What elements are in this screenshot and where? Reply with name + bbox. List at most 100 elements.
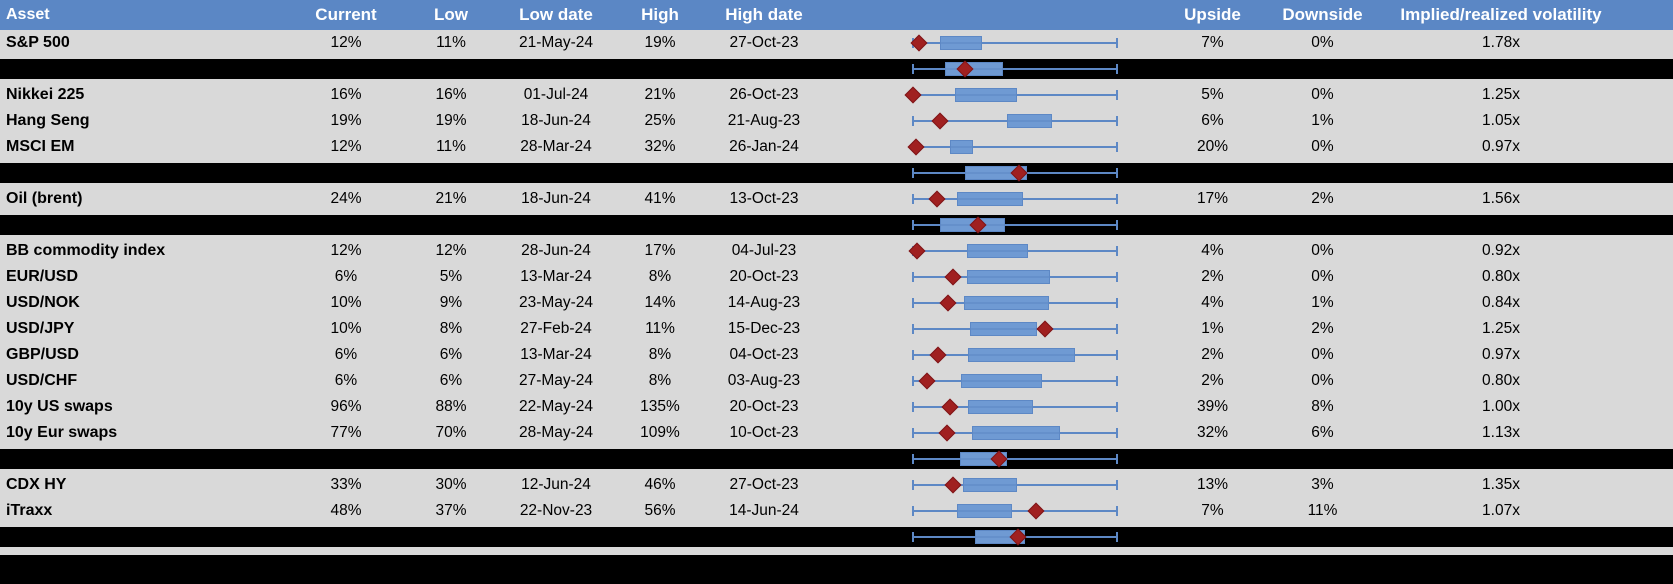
range-boxplot xyxy=(820,290,1155,316)
implied-realized-value: 1.07x xyxy=(1482,502,1520,519)
low-value: 88% xyxy=(435,398,467,415)
asset-name: EUR/USD xyxy=(6,268,79,285)
whisker-cap-right xyxy=(1116,272,1118,282)
table-row: 10y US swaps 96% 88% 22-May-24 135% 20-O… xyxy=(0,394,1673,420)
range-plot-area xyxy=(912,186,1118,212)
range-plot-area xyxy=(912,527,1118,547)
range-box xyxy=(945,62,1003,76)
range-boxplot xyxy=(820,163,1155,183)
whisker-cap-right xyxy=(1116,142,1118,152)
whisker-cap-right xyxy=(1116,64,1118,74)
range-box xyxy=(939,36,983,50)
whisker-cap-right xyxy=(1116,38,1118,48)
high-date-value: 21-Aug-23 xyxy=(727,112,801,129)
range-boxplot xyxy=(820,498,1155,524)
current-value: 12% xyxy=(330,138,362,155)
whisker-cap-right xyxy=(1116,402,1118,412)
downside-value: 0% xyxy=(1311,138,1334,155)
summary-row xyxy=(0,160,1673,186)
low-date-value: 28-Mar-24 xyxy=(520,138,592,155)
range-box xyxy=(960,374,1042,388)
range-boxplot xyxy=(820,527,1155,547)
range-box xyxy=(971,426,1061,440)
whisker-cap-right xyxy=(1116,506,1118,516)
range-plot-area xyxy=(904,82,1118,108)
whisker-cap-left xyxy=(912,220,914,230)
upside-value: 7% xyxy=(1201,34,1224,51)
high-value: 8% xyxy=(648,346,672,363)
whisker-cap-right xyxy=(1116,428,1118,438)
implied-realized-value: 1.25x xyxy=(1482,86,1520,103)
current-diamond-marker xyxy=(944,268,962,286)
low-date-value: 27-May-24 xyxy=(518,372,594,389)
high-date-value: 13-Oct-23 xyxy=(729,190,799,207)
current-value: 12% xyxy=(330,242,362,259)
low-date-value: 22-May-24 xyxy=(518,398,594,415)
current-diamond-marker xyxy=(1027,502,1045,520)
whisker-cap-left xyxy=(912,64,914,74)
high-value: 8% xyxy=(648,372,672,389)
low-value: 8% xyxy=(439,320,463,337)
downside-value: 6% xyxy=(1311,424,1334,441)
downside-value: 0% xyxy=(1311,242,1334,259)
whisker-cap-right xyxy=(1116,454,1118,464)
asset-name: GBP/USD xyxy=(6,346,79,363)
whisker-line xyxy=(913,68,1117,70)
high-value: 41% xyxy=(644,190,676,207)
upside-value: 1% xyxy=(1201,320,1224,337)
low-date-value: 23-May-24 xyxy=(518,294,594,311)
range-plot-area xyxy=(912,420,1118,446)
asset-name: CDX HY xyxy=(6,476,67,493)
implied-realized-value: 1.05x xyxy=(1482,112,1520,129)
high-value: 46% xyxy=(644,476,676,493)
range-boxplot xyxy=(820,186,1155,212)
high-date-value: 04-Oct-23 xyxy=(729,346,799,363)
range-plot-area xyxy=(912,264,1118,290)
header-low: Low xyxy=(434,5,468,24)
asset-name: S&P 500 xyxy=(6,34,70,51)
whisker-cap-left xyxy=(912,454,914,464)
low-date-value: 12-Jun-24 xyxy=(521,476,591,493)
range-plot-area xyxy=(912,498,1118,524)
range-plot-area xyxy=(912,316,1118,342)
upside-value: 2% xyxy=(1201,268,1224,285)
whisker-line xyxy=(913,224,1117,226)
high-value: 109% xyxy=(640,424,680,441)
current-value: 10% xyxy=(330,294,362,311)
current-value: 6% xyxy=(334,268,358,285)
range-boxplot xyxy=(820,238,1155,264)
asset-name: iTraxx xyxy=(6,502,53,519)
upside-value: 32% xyxy=(1196,424,1229,441)
implied-realized-value: 0.80x xyxy=(1482,372,1520,389)
high-date-value: 04-Jul-23 xyxy=(731,242,797,259)
whisker-cap-right xyxy=(1116,116,1118,126)
low-value: 70% xyxy=(435,424,467,441)
low-value: 16% xyxy=(435,86,467,103)
low-date-value: 13-Mar-24 xyxy=(520,346,592,363)
asset-name: MSCI EM xyxy=(6,138,75,155)
implied-realized-value: 1.35x xyxy=(1482,476,1520,493)
table-row: iTraxx 48% 37% 22-Nov-23 56% 14-Jun-24 7… xyxy=(0,498,1673,524)
asset-name: 10y US swaps xyxy=(6,398,113,415)
whisker-cap-left xyxy=(912,506,914,516)
upside-value: 39% xyxy=(1196,398,1229,415)
range-box xyxy=(962,478,1018,492)
current-diamond-marker xyxy=(941,398,959,416)
whisker-cap-right xyxy=(1116,168,1118,178)
high-value: 19% xyxy=(644,34,676,51)
high-date-value: 14-Aug-23 xyxy=(727,294,801,311)
range-plot-area xyxy=(912,215,1118,235)
current-value: 10% xyxy=(330,320,362,337)
upside-value: 17% xyxy=(1196,190,1229,207)
high-date-value: 10-Oct-23 xyxy=(729,424,799,441)
table-row: USD/CHF 6% 6% 27-May-24 8% 03-Aug-23 2% … xyxy=(0,368,1673,394)
high-date-value: 20-Oct-23 xyxy=(729,268,799,285)
range-boxplot xyxy=(820,342,1155,368)
whisker-cap-left xyxy=(912,402,914,412)
bottom-black-band xyxy=(0,555,1673,584)
implied-realized-value: 0.97x xyxy=(1482,346,1520,363)
whisker-cap-right xyxy=(1116,350,1118,360)
table-row: CDX HY 33% 30% 12-Jun-24 46% 27-Oct-23 1… xyxy=(0,472,1673,498)
high-value: 135% xyxy=(640,398,680,415)
range-plot-area xyxy=(912,368,1118,394)
